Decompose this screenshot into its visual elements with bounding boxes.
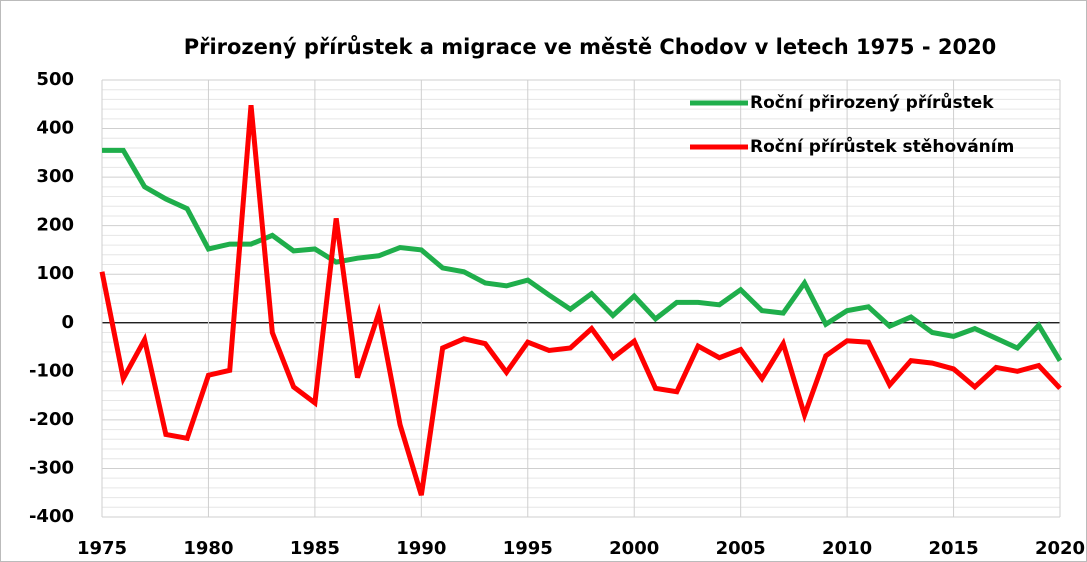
x-tick-label: 2005 [716,538,766,559]
y-tick-label: 100 [36,263,74,284]
x-tick-label: 2000 [609,538,659,559]
x-tick-label: 1975 [77,538,127,559]
x-tick-label: 1985 [290,538,340,559]
legend-label: Roční přírůstek stěhováním [750,135,1014,157]
y-tick-label: 300 [36,166,74,187]
chart-title: Přirozený přírůstek a migrace ve městě C… [184,35,997,59]
x-tick-label: 1990 [396,538,446,559]
y-tick-label: 400 [36,118,74,139]
x-tick-label: 2015 [929,538,979,559]
y-tick-label: -400 [29,506,74,527]
y-tick-label: -200 [29,409,74,430]
series-line [99,105,1062,496]
y-tick-label: 500 [36,69,74,90]
legend-label: Roční přirozený přírůstek [750,91,994,113]
x-tick-label: 2010 [822,538,872,559]
y-tick-label: 200 [36,215,74,236]
y-tick-label: -300 [29,457,74,478]
y-tick-label: 0 [61,312,74,333]
x-tick-label: 2020 [1035,538,1085,559]
y-tick-label: -100 [29,360,74,381]
x-tick-label: 1995 [503,538,553,559]
x-tick-label: 1980 [183,538,233,559]
